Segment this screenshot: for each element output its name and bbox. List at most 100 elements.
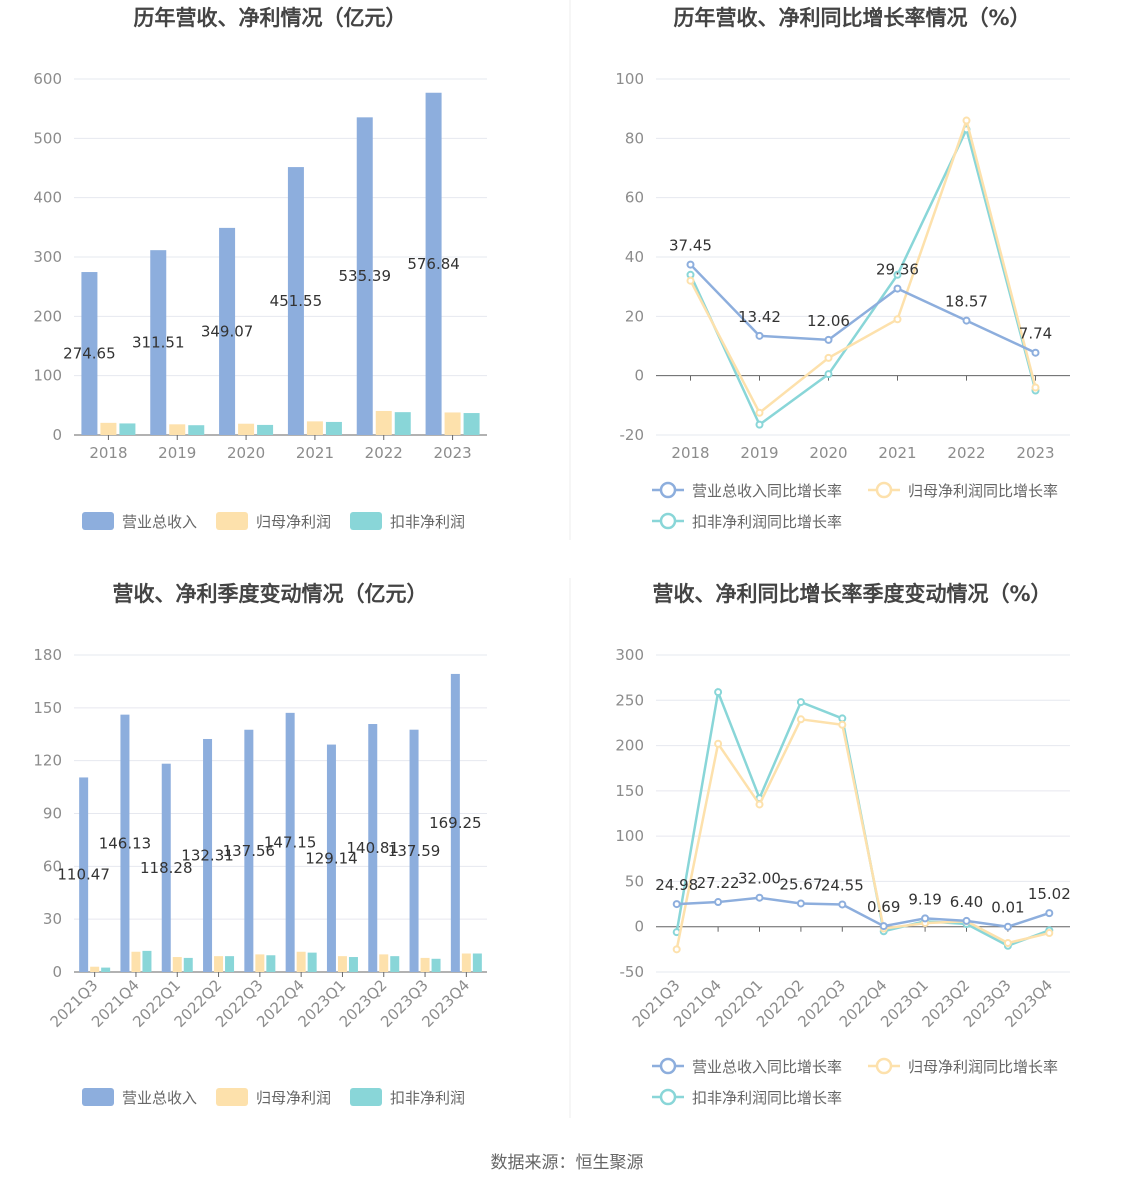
legend-marker — [659, 481, 677, 499]
bar-revenue — [425, 92, 442, 435]
y-tick-label: 120 — [33, 752, 62, 770]
bar-deducted-profit — [394, 412, 411, 435]
series-point — [921, 914, 930, 923]
line-data-label: 15.02 — [1028, 885, 1071, 903]
series-point — [714, 739, 723, 748]
bar-net-profit — [100, 422, 117, 435]
bar-revenue — [409, 729, 419, 972]
bar-revenue — [150, 250, 167, 435]
series-point — [796, 899, 805, 908]
y-tick-label: 30 — [43, 910, 62, 928]
bar-revenue — [287, 167, 304, 436]
line-data-label: 0.01 — [991, 899, 1024, 917]
y-tick-label: 60 — [43, 857, 62, 875]
bar-data-label: 110.47 — [57, 866, 110, 884]
legend-label: 营业总收入 — [122, 1089, 197, 1107]
y-tick-label: 100 — [615, 827, 644, 845]
series-point — [755, 408, 764, 417]
line-data-label: 0.69 — [867, 898, 900, 916]
legend-swatch — [216, 1088, 248, 1106]
series-point — [1045, 929, 1054, 938]
bar-deducted-profit — [431, 958, 441, 972]
series-point — [824, 335, 833, 344]
series-point — [714, 688, 723, 697]
legend-swatch — [82, 1088, 114, 1106]
x-tick-label: 2018 — [89, 444, 127, 462]
bar-data-label: 147.15 — [264, 833, 317, 851]
chart-title: 历年营收、净利同比增长率情况（%） — [673, 6, 1030, 30]
bar-net-profit — [172, 957, 182, 972]
y-tick-label: 150 — [615, 782, 644, 800]
legend-label: 扣非净利润 — [390, 513, 465, 531]
bar-net-profit — [375, 410, 392, 435]
x-tick-label: 2019 — [158, 444, 196, 462]
line-data-label: 32.00 — [738, 870, 781, 888]
y-tick-label: 90 — [43, 805, 62, 823]
bar-deducted-profit — [183, 957, 193, 972]
bar-revenue — [244, 729, 254, 972]
series-point — [838, 720, 847, 729]
bar-data-label: 576.84 — [407, 255, 460, 273]
y-tick-label: 50 — [625, 872, 644, 890]
legend-label: 归母净利润 — [256, 513, 331, 531]
series-point — [1003, 922, 1012, 931]
series-point — [1003, 939, 1012, 948]
series-point — [962, 916, 971, 925]
series-point — [824, 370, 833, 379]
bar-deducted-profit — [307, 952, 317, 972]
legend-label: 扣非净利润同比增长率 — [692, 1089, 842, 1107]
y-tick-label: 0 — [634, 918, 644, 936]
y-tick-label: 100 — [615, 70, 644, 88]
bar-net-profit — [131, 951, 141, 972]
series-point — [1031, 348, 1040, 357]
quarterly-revenue-profit-chart: 营收、净利季度变动情况（亿元）03060901201501802021Q3202… — [33, 582, 487, 1107]
series-line-revenue — [689, 263, 1037, 354]
series-point — [1031, 383, 1040, 392]
bar-deducted-profit — [101, 967, 111, 972]
data-source: 数据来源：恒生聚源 — [491, 1153, 644, 1173]
y-tick-label: 200 — [615, 737, 644, 755]
bar-revenue — [79, 777, 89, 972]
y-tick-label: 180 — [33, 646, 62, 664]
legend-marker — [875, 481, 893, 499]
legend-swatch — [216, 512, 248, 530]
y-tick-label: 40 — [625, 248, 644, 266]
bar-net-profit — [444, 412, 461, 435]
legend-label: 归母净利润 — [256, 1089, 331, 1107]
series-point — [672, 900, 681, 909]
bar-net-profit — [255, 954, 265, 972]
y-tick-label: 250 — [615, 691, 644, 709]
y-tick-label: 300 — [33, 248, 62, 266]
series-point — [672, 945, 681, 954]
series-point — [838, 900, 847, 909]
series-point — [879, 922, 888, 931]
x-tick-label: 2023 — [1016, 444, 1054, 462]
series-line-net-profit — [689, 116, 1037, 415]
y-tick-label: 100 — [33, 367, 62, 385]
y-tick-label: 60 — [625, 189, 644, 207]
legend-label: 营业总收入同比增长率 — [692, 482, 842, 500]
bar-net-profit — [90, 966, 100, 972]
legend-swatch — [350, 512, 382, 530]
bar-data-label: 137.59 — [388, 842, 441, 860]
chart-title: 营收、净利同比增长率季度变动情况（%） — [652, 582, 1051, 606]
annual-revenue-profit-chart: 历年营收、净利情况（亿元） 0 100 200 300 400 500 600 2018 2019… — [33, 6, 487, 531]
line-data-label: 18.57 — [945, 293, 988, 311]
bar-net-profit — [379, 954, 389, 972]
line-data-label: 9.19 — [908, 890, 941, 908]
series-point — [686, 260, 695, 269]
line-data-label: 37.45 — [669, 237, 712, 255]
bar-net-profit — [461, 953, 471, 972]
x-tick-label: 2018 — [671, 444, 709, 462]
annual-growth-rate-chart: 历年营收、净利同比增长率情况（%） -20 0 20 40 60 80 100 2018 2019… — [615, 6, 1070, 531]
bar-revenue — [450, 673, 460, 972]
bar-data-label: 118.28 — [140, 859, 193, 877]
series-point — [824, 353, 833, 362]
legend-marker — [875, 1057, 893, 1075]
legend-label: 扣非净利润 — [390, 1089, 465, 1107]
bar-revenue — [81, 272, 98, 435]
bar-data-label: 349.07 — [201, 322, 254, 340]
y-tick-label: 80 — [625, 129, 644, 147]
bar-deducted-profit — [142, 950, 152, 972]
